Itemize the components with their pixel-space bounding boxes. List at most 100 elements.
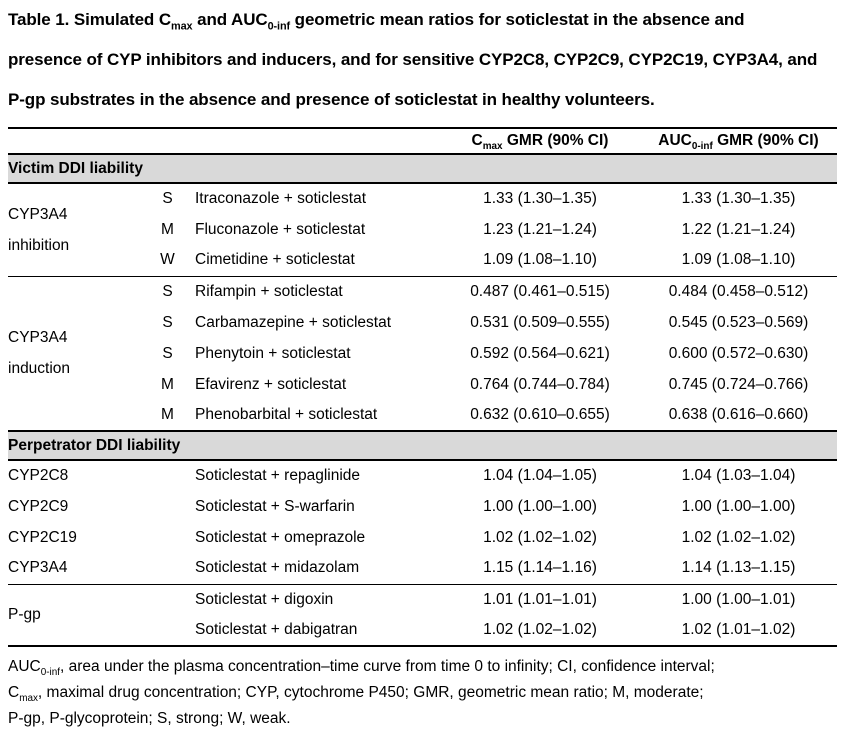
cmax-value-cell: 1.15 (1.14–1.16) <box>483 559 597 577</box>
drug-pair-cell: Soticlestat + midazolam <box>195 559 360 577</box>
cmax-value-cell: 1.02 (1.02–1.02) <box>483 528 597 546</box>
drug-pair-cell: Phenytoin + soticlestat <box>195 344 351 362</box>
auc-subscript: 0-inf <box>691 141 713 153</box>
table-row: M Fluconazole + soticlestat 1.23 (1.21–1… <box>8 214 837 245</box>
title-line-2: presence of CYP inhibitors and inducers,… <box>8 50 818 69</box>
cmax-value-cell: 1.23 (1.21–1.24) <box>483 220 597 238</box>
cmax-subscript: max <box>19 693 38 705</box>
table-row: Soticlestat + dabigatran 1.02 (1.02–1.02… <box>8 615 837 646</box>
auc-gmr-column-header: AUC0-inf GMR (90% CI) <box>640 128 837 154</box>
auc-value-cell: 1.14 (1.13–1.15) <box>681 559 796 577</box>
cmax-value-cell: 0.487 (0.461–0.515) <box>470 282 610 300</box>
table-row: CYP3A4 Soticlestat + midazolam 1.15 (1.1… <box>8 553 837 584</box>
header-text: AUC <box>658 132 692 149</box>
cmax-value-cell: 0.592 (0.564–0.621) <box>470 344 610 362</box>
strength-cell: S <box>162 282 173 300</box>
strength-cell: S <box>162 344 173 362</box>
cmax-value-cell: 1.00 (1.00–1.00) <box>483 497 597 515</box>
strength-cell: S <box>162 313 173 331</box>
strength-cell: M <box>161 406 174 423</box>
enzyme-cell: CYP3A4 <box>8 559 68 577</box>
auc-value-cell: 1.04 (1.03–1.04) <box>681 467 796 484</box>
cmax-value-cell: 0.531 (0.509–0.555) <box>470 313 610 331</box>
auc-value-cell: 1.02 (1.01–1.02) <box>681 621 796 638</box>
table-row: S Phenytoin + soticlestat 0.592 (0.564–0… <box>8 338 837 369</box>
auc-subscript: 0-inf <box>267 20 291 33</box>
cmax-value-cell: 1.01 (1.01–1.01) <box>483 590 597 608</box>
header-text: GMR (90% CI) <box>712 132 819 149</box>
drug-pair-cell: Soticlestat + digoxin <box>195 590 334 608</box>
header-text: GMR (90% CI) <box>502 132 609 149</box>
table-title: Table 1. Simulated Cmax and AUC0-inf geo… <box>0 0 841 120</box>
auc-value-cell: 0.745 (0.724–0.766) <box>668 375 809 393</box>
title-text: Table 1. Simulated C <box>8 10 172 29</box>
table-row: W Cimetidine + soticlestat 1.09 (1.08–1.… <box>8 245 837 276</box>
auc-value-cell: 1.22 (1.21–1.24) <box>681 220 796 238</box>
auc-value-cell: 0.545 (0.523–0.569) <box>668 313 809 331</box>
title-line-3: P-gp substrates in the absence and prese… <box>8 90 655 109</box>
table-row: S Carbamazepine + soticlestat 0.531 (0.5… <box>8 307 837 338</box>
cmax-value-cell: 1.33 (1.30–1.35) <box>483 190 597 207</box>
drug-pair-cell: Cimetidine + soticlestat <box>195 251 355 269</box>
section-header-label: Perpetrator DDI liability <box>8 436 181 454</box>
strength-cell: M <box>161 220 174 238</box>
auc-value-cell: 1.00 (1.00–1.01) <box>681 590 796 608</box>
auc-value-cell: 0.600 (0.572–0.630) <box>668 344 809 362</box>
title-text: geometric mean ratios for soticlestat in… <box>290 10 745 29</box>
drug-pair-cell: Phenobarbital + soticlestat <box>195 406 378 423</box>
cmax-gmr-column-header: Cmax GMR (90% CI) <box>440 128 640 154</box>
drug-pair-cell: Soticlestat + dabigatran <box>195 621 358 638</box>
footnote-text: AUC <box>8 658 41 675</box>
footnote-text: C <box>8 684 20 701</box>
table-row: CYP3A4 induction S Rifampin + soticlesta… <box>8 276 837 377</box>
table-footnote: AUC0-inf, area under the plasma concentr… <box>0 654 841 732</box>
mechanism-cell: CYP3A4 induction <box>8 329 71 378</box>
cmax-value-cell: 1.04 (1.04–1.05) <box>483 467 597 484</box>
enzyme-cell: CYP2C19 <box>8 528 77 546</box>
table-row: CYP2C9 Soticlestat + S-warfarin 1.00 (1.… <box>8 491 837 522</box>
footnote-line-3: P-gp, P-glycoprotein; S, strong; W, weak… <box>8 710 291 727</box>
cmax-value-cell: 1.09 (1.08–1.10) <box>483 251 597 269</box>
strength-cell: M <box>161 375 174 393</box>
auc-value-cell: 1.09 (1.08–1.10) <box>681 251 796 269</box>
column-header-row: Cmax GMR (90% CI) AUC0-inf GMR (90% CI) <box>8 128 837 154</box>
drug-pair-cell: Soticlestat + S-warfarin <box>195 497 355 515</box>
table-row: M Phenobarbital + soticlestat 0.632 (0.6… <box>8 400 837 431</box>
auc-value-cell: 0.638 (0.616–0.660) <box>668 406 809 423</box>
cmax-subscript: max <box>171 20 193 33</box>
drug-pair-cell: Carbamazepine + soticlestat <box>195 313 392 331</box>
drug-pair-cell: Soticlestat + omeprazole <box>195 528 366 546</box>
cmax-value-cell: 0.632 (0.610–0.655) <box>470 406 610 423</box>
drug-pair-cell: Fluconazole + soticlestat <box>195 220 366 238</box>
cmax-value-cell: 1.02 (1.02–1.02) <box>483 621 597 638</box>
title-line-1: Table 1. Simulated Cmax and AUC0-inf geo… <box>8 0 833 40</box>
cmax-subscript: max <box>482 141 503 153</box>
title-text: and AUC <box>192 10 268 29</box>
mechanism-cell: CYP3A4 inhibition <box>8 205 70 254</box>
table-row: CYP3A4 inhibition S Itraconazole + sotic… <box>8 183 837 254</box>
section-header-row-perpetrator: Perpetrator DDI liability <box>8 431 837 460</box>
empty-header-cell <box>8 128 440 154</box>
drug-pair-cell: Efavirenz + soticlestat <box>195 375 347 393</box>
auc-value-cell: 1.33 (1.30–1.35) <box>681 190 796 207</box>
table-row: M Efavirenz + soticlestat 0.764 (0.744–0… <box>8 369 837 400</box>
table-row: P-gp Soticlestat + digoxin 1.01 (1.01–1.… <box>8 584 837 623</box>
auc-value-cell: 0.484 (0.458–0.512) <box>668 282 809 300</box>
footnote-line-1: AUC0-inf, area under the plasma concentr… <box>8 654 833 680</box>
table-row: CYP2C19 Soticlestat + omeprazole 1.02 (1… <box>8 522 837 553</box>
drug-pair-cell: Soticlestat + repaglinide <box>195 467 361 484</box>
section-header-row-victim: Victim DDI liability <box>8 154 837 183</box>
ddi-summary-table: Cmax GMR (90% CI) AUC0-inf GMR (90% CI) … <box>8 127 837 647</box>
drug-pair-cell: Rifampin + soticlestat <box>195 282 343 300</box>
auc-subscript: 0-inf <box>40 667 61 679</box>
auc-value-cell: 1.02 (1.02–1.02) <box>681 528 796 546</box>
strength-cell: S <box>162 190 173 207</box>
cmax-value-cell: 0.764 (0.744–0.784) <box>470 375 610 393</box>
section-header-label: Victim DDI liability <box>8 159 143 177</box>
auc-value-cell: 1.00 (1.00–1.00) <box>681 497 796 515</box>
enzyme-cell: CYP2C9 <box>8 497 69 515</box>
footnote-text: , area under the plasma concentration–ti… <box>60 658 715 675</box>
enzyme-cell: CYP2C8 <box>8 467 69 484</box>
header-text: C <box>471 132 483 149</box>
